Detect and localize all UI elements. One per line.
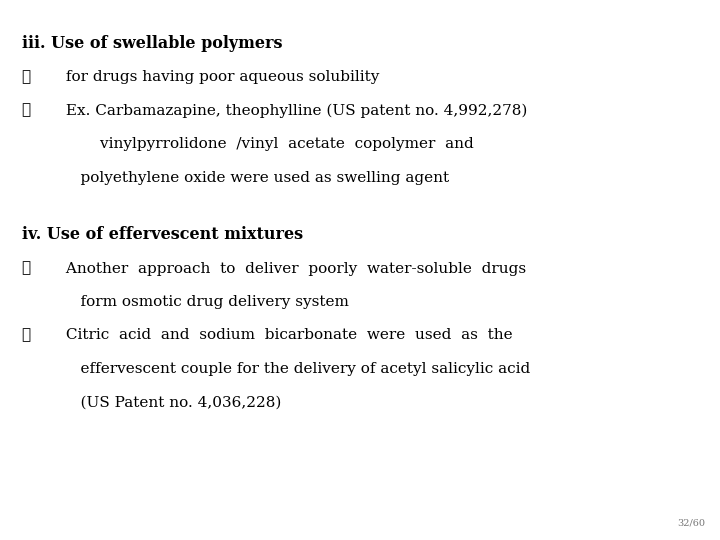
Text: 32/60: 32/60 xyxy=(677,519,705,528)
Text: iii. Use of swellable polymers: iii. Use of swellable polymers xyxy=(22,35,282,52)
Text: ➢: ➢ xyxy=(22,104,31,118)
Text: Ex. Carbamazapine, theophylline (US patent no. 4,992,278): Ex. Carbamazapine, theophylline (US pate… xyxy=(61,104,528,118)
Text: Citric  acid  and  sodium  bicarbonate  were  used  as  the: Citric acid and sodium bicarbonate were … xyxy=(61,328,513,342)
Text: effervescent couple for the delivery of acetyl salicylic acid: effervescent couple for the delivery of … xyxy=(61,362,531,376)
Text: polyethylene oxide were used as swelling agent: polyethylene oxide were used as swelling… xyxy=(61,171,449,185)
Text: Another  approach  to  deliver  poorly  water-soluble  drugs: Another approach to deliver poorly water… xyxy=(61,261,526,275)
Text: ➢: ➢ xyxy=(22,70,31,84)
Text: for drugs having poor aqueous solubility: for drugs having poor aqueous solubility xyxy=(61,70,379,84)
Text: (US Patent no. 4,036,228): (US Patent no. 4,036,228) xyxy=(61,395,282,409)
Text: ➢: ➢ xyxy=(22,328,31,342)
Text: form osmotic drug delivery system: form osmotic drug delivery system xyxy=(61,295,349,309)
Text: vinylpyrrolidone  /vinyl  acetate  copolymer  and: vinylpyrrolidone /vinyl acetate copolyme… xyxy=(61,137,474,151)
Text: iv. Use of effervescent mixtures: iv. Use of effervescent mixtures xyxy=(22,226,302,244)
Text: ➢: ➢ xyxy=(22,261,31,275)
